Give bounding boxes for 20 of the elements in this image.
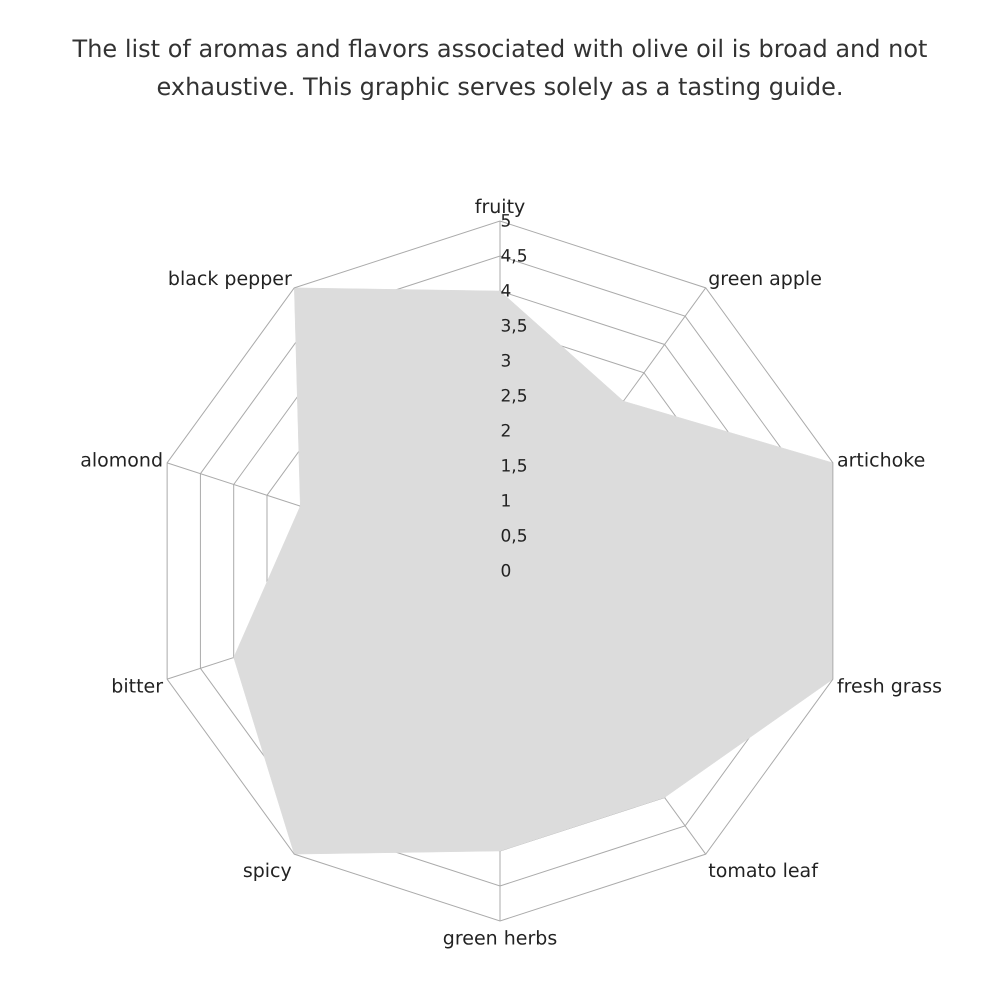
y-tick-label: 0,5 xyxy=(500,526,528,547)
spoke-label: tomato leaf xyxy=(708,860,820,882)
y-tick-label: 1 xyxy=(500,492,512,512)
y-tick-label: 2 xyxy=(500,422,512,442)
spoke-label: green herbs xyxy=(442,927,558,950)
spoke-label: artichoke xyxy=(836,450,926,472)
spoke-label: alomond xyxy=(80,450,164,472)
spoke-label: fresh grass xyxy=(836,676,942,698)
spoke-label: black pepper xyxy=(168,268,292,290)
y-tick-label: 4 xyxy=(500,282,512,302)
y-tick-label: 3 xyxy=(500,352,512,372)
y-tick-label: 4,5 xyxy=(500,246,528,267)
chart-title: The list of aromas and flavors associated with olive oil is broad and not exhaustive. This graphic serves solely as a tasting guide. xyxy=(72,34,928,103)
y-tick-label: 0 xyxy=(500,562,512,582)
y-tick-label: 2,5 xyxy=(500,386,528,407)
y-tick-label: 3,5 xyxy=(500,316,528,337)
spoke-label: bitter xyxy=(111,676,164,698)
spoke-label: green apple xyxy=(708,268,822,290)
spoke-label: spicy xyxy=(242,860,292,882)
y-tick-label: 1,5 xyxy=(500,456,528,477)
